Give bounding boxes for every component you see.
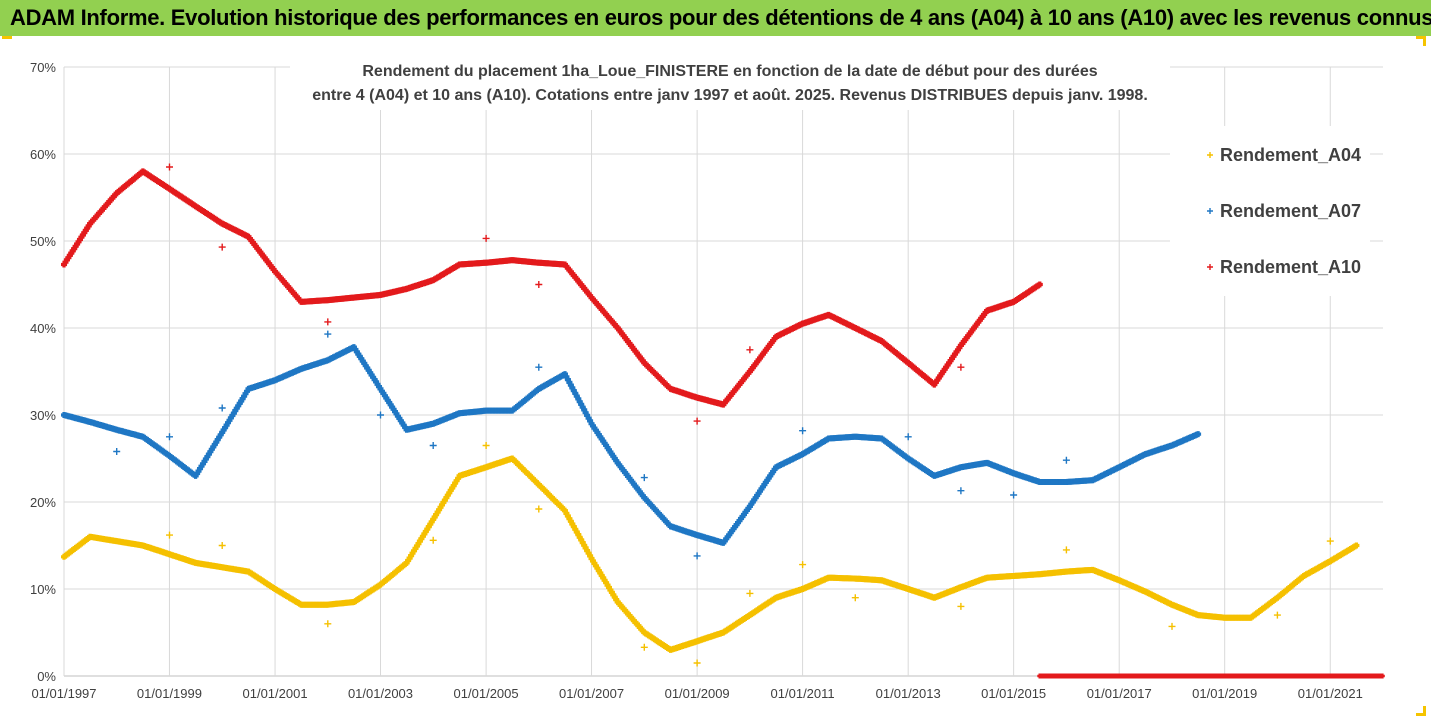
series-outlier-point bbox=[324, 330, 332, 338]
series-outlier-point bbox=[746, 589, 754, 597]
series-outlier-point bbox=[218, 243, 226, 251]
chart-subtitle-line: Rendement du placement 1ha_Loue_FINISTER… bbox=[362, 63, 1097, 80]
series-outlier-point bbox=[166, 531, 173, 539]
series-point bbox=[1353, 542, 1360, 549]
series-outlier-point bbox=[1062, 456, 1070, 464]
corner-mark-bottom-right bbox=[1416, 713, 1426, 716]
x-tick-label: 01/01/1997 bbox=[31, 686, 96, 701]
y-tick-label: 30% bbox=[30, 408, 56, 423]
x-tick-label: 01/01/2021 bbox=[1298, 686, 1363, 701]
series-outlier-point bbox=[904, 433, 912, 441]
series-point bbox=[1036, 281, 1043, 288]
legend-label: Rendement_A07 bbox=[1220, 201, 1361, 221]
x-tick-label: 01/01/2019 bbox=[1192, 686, 1257, 701]
chart-subtitle-line: entre 4 (A04) et 10 ans (A10). Cotations… bbox=[312, 87, 1148, 104]
series-outlier-point bbox=[957, 363, 965, 371]
x-tick-label: 01/01/2003 bbox=[348, 686, 413, 701]
y-tick-label: 50% bbox=[30, 234, 56, 249]
series-outlier-point bbox=[693, 552, 701, 560]
series-outlier-point bbox=[693, 417, 701, 425]
series-outlier-point bbox=[799, 427, 807, 435]
header-title: ADAM Informe. Evolution historique des p… bbox=[10, 5, 1431, 30]
y-tick-label: 40% bbox=[30, 321, 56, 336]
series-outlier-point bbox=[1062, 546, 1070, 554]
corner-mark-top-right bbox=[1416, 36, 1426, 39]
series-outlier-point bbox=[429, 442, 437, 449]
series-outlier-point bbox=[746, 346, 754, 354]
header-bar: ADAM Informe. Evolution historique des p… bbox=[0, 0, 1431, 36]
series-outlier-point bbox=[113, 448, 121, 455]
series-outlier-point bbox=[640, 474, 648, 482]
subtitle-box bbox=[290, 56, 1170, 110]
series-outlier-point bbox=[1326, 537, 1334, 545]
x-tick-label: 01/01/2009 bbox=[665, 686, 730, 701]
y-tick-label: 0% bbox=[37, 669, 56, 684]
corner-mark-top-right-v bbox=[1423, 36, 1426, 46]
series-point bbox=[1195, 431, 1202, 438]
x-tick-label: 01/01/2015 bbox=[981, 686, 1046, 701]
series-outlier-point bbox=[1168, 622, 1176, 630]
x-tick-label: 01/01/2007 bbox=[559, 686, 624, 701]
series-outlier-point bbox=[218, 542, 226, 549]
legend-marker bbox=[1207, 208, 1213, 214]
y-tick-label: 60% bbox=[30, 147, 56, 162]
series-outlier-point bbox=[535, 505, 543, 513]
series-outlier-point bbox=[640, 643, 648, 651]
x-tick-label: 01/01/2011 bbox=[771, 686, 835, 701]
series-outlier-point bbox=[535, 281, 543, 288]
series-outlier-point bbox=[851, 594, 859, 602]
series-outlier-point bbox=[482, 234, 490, 242]
y-tick-label: 70% bbox=[30, 60, 56, 75]
y-tick-label: 20% bbox=[30, 495, 56, 510]
x-tick-label: 01/01/1999 bbox=[137, 686, 202, 701]
series-outlier-point bbox=[693, 659, 701, 667]
series-outlier-point bbox=[957, 602, 965, 610]
corner-mark-top-left bbox=[2, 36, 12, 39]
legend-label: Rendement_A04 bbox=[1220, 145, 1361, 165]
x-tick-label: 01/01/2017 bbox=[1087, 686, 1152, 701]
legend-box bbox=[1170, 126, 1370, 296]
series-outlier-point bbox=[377, 411, 384, 419]
series-outlier-point bbox=[957, 487, 965, 495]
series-outlier-point bbox=[324, 620, 332, 628]
series-outlier-point bbox=[429, 536, 437, 544]
x-tick-label: 01/01/2001 bbox=[243, 686, 308, 701]
series-outlier-point bbox=[1010, 491, 1018, 499]
series-outlier-point bbox=[218, 404, 226, 412]
x-tick-label: 01/01/2005 bbox=[454, 686, 519, 701]
y-tick-label: 10% bbox=[30, 582, 56, 597]
x-tick-label: 01/01/2013 bbox=[876, 686, 941, 701]
legend-marker bbox=[1207, 264, 1213, 270]
series-outlier-point bbox=[166, 433, 173, 441]
corner-mark-bottom-right-v bbox=[1423, 706, 1426, 716]
series-outlier-point bbox=[324, 318, 332, 326]
series-outlier-point bbox=[482, 442, 490, 449]
series-outlier-point bbox=[535, 363, 543, 371]
series-outlier-point bbox=[1273, 611, 1281, 619]
series-outlier-point bbox=[799, 561, 807, 569]
legend-label: Rendement_A10 bbox=[1220, 257, 1361, 277]
series-zero-point bbox=[1379, 673, 1385, 679]
legend-marker bbox=[1207, 152, 1213, 158]
series-outlier-point bbox=[166, 163, 173, 171]
